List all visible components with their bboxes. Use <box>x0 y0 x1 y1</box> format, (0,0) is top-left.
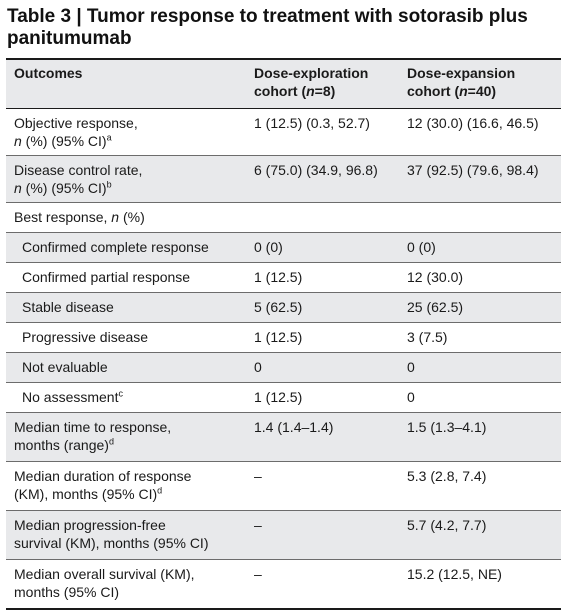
label-italic-n: n <box>14 133 22 149</box>
row-median-overall-survival: Median overall survival (KM), months (95… <box>6 560 561 610</box>
label-line2: months (range) <box>14 437 109 453</box>
label-line1: Median time to response, <box>14 419 172 435</box>
value-expansion: 12 (30.0) (16.6, 46.5) <box>407 115 539 131</box>
row-no-assessment: No assessmentc 1 (12.5) 0 <box>6 383 561 413</box>
value-exploration: 6 (75.0) (34.9, 96.8) <box>254 162 378 178</box>
header-exploration-n: n <box>306 83 315 99</box>
label-line2: months (95% CI) <box>14 584 120 600</box>
header-exploration-line1: Dose-exploration <box>254 65 369 81</box>
value-exploration: 1 (12.5) <box>254 329 303 345</box>
label-post: (%) <box>119 209 145 225</box>
header-exploration-pre: cohort ( <box>254 83 307 99</box>
label-italic-n: n <box>111 209 120 225</box>
row-stable-disease: Stable disease 5 (62.5) 25 (62.5) <box>6 292 561 323</box>
row-objective-response: Objective response, n (%) (95% CI)a 1 (1… <box>6 109 561 156</box>
value-expansion: 0 (0) <box>407 239 436 255</box>
label-not-evaluable: Not evaluable <box>22 359 108 375</box>
label-line1: Disease control rate, <box>14 162 143 178</box>
label-median-pfs: Median progression-free survival (KM), m… <box>6 511 246 560</box>
results-table: Outcomes Dose-exploration cohort (n=8) D… <box>6 58 561 610</box>
label-line2: (KM), months (95% CI) <box>14 486 158 502</box>
value-expansion: 0 <box>407 389 415 405</box>
value-exploration: 1.4 (1.4–1.4) <box>254 419 334 435</box>
value-expansion: 15.2 (12.5, NE) <box>407 566 502 582</box>
header-expansion-post: =40) <box>467 83 497 99</box>
label-line1: Objective response, <box>14 115 138 131</box>
row-disease-control-rate: Disease control rate, n (%) (95% CI)b 6 … <box>6 155 561 203</box>
value-expansion: 3 (7.5) <box>407 329 448 345</box>
header-exploration-post: =8) <box>314 83 336 99</box>
header-row: Outcomes Dose-exploration cohort (n=8) D… <box>6 59 561 109</box>
value-exploration: 1 (12.5) <box>254 269 303 285</box>
label-line1: Median duration of response <box>14 468 192 484</box>
label-line2: (%) (95% CI) <box>21 180 107 196</box>
header-expansion-pre: cohort ( <box>407 83 460 99</box>
value-exploration: – <box>254 468 262 484</box>
label-median-duration-of-response: Median duration of response (KM), months… <box>6 462 246 511</box>
footnote-marker: a <box>106 132 112 143</box>
row-best-response: Best response, n (%) <box>6 203 561 233</box>
footnote-marker: d <box>157 485 163 496</box>
label-stable-disease: Stable disease <box>22 299 114 315</box>
label-pre: Best response, <box>14 209 112 225</box>
value-exploration: 1 (12.5) <box>254 389 303 405</box>
value-expansion: 12 (30.0) <box>407 269 464 285</box>
row-not-evaluable: Not evaluable 0 0 <box>6 352 561 383</box>
value-expansion: 1.5 (1.3–4.1) <box>407 419 487 435</box>
row-median-duration-of-response: Median duration of response (KM), months… <box>6 462 561 511</box>
label-text: No assessment <box>22 389 119 405</box>
label-objective-response: Objective response, n (%) (95% CI)a <box>6 109 246 156</box>
value-exploration: 0 <box>254 359 262 375</box>
value-expansion: 0 <box>407 359 415 375</box>
header-expansion-n: n <box>459 83 468 99</box>
value-expansion: 5.3 (2.8, 7.4) <box>407 468 487 484</box>
label-best-response: Best response, n (%) <box>6 203 246 233</box>
label-disease-control-rate: Disease control rate, n (%) (95% CI)b <box>6 156 246 203</box>
header-dose-expansion: Dose-expansion cohort (n=40) <box>399 59 561 109</box>
value-exploration: – <box>254 517 262 533</box>
label-line2: (%) (95% CI) <box>21 133 107 149</box>
footnote-marker: d <box>108 436 114 447</box>
value-expansion: 5.7 (4.2, 7.7) <box>407 517 487 533</box>
value-exploration: 0 (0) <box>254 239 283 255</box>
header-expansion-line1: Dose-expansion <box>407 65 516 81</box>
label-line1: Median progression-free <box>14 517 166 533</box>
value-exploration: 1 (12.5) (0.3, 52.7) <box>254 115 370 131</box>
label-italic-n: n <box>14 180 22 196</box>
label-median-overall-survival: Median overall survival (KM), months (95… <box>6 560 246 610</box>
row-confirmed-complete-response: Confirmed complete response 0 (0) 0 (0) <box>6 232 561 263</box>
table-title: Table 3 | Tumor response to treatment wi… <box>7 6 528 49</box>
label-progressive-disease: Progressive disease <box>22 329 149 345</box>
label-confirmed-complete-response: Confirmed complete response <box>22 239 209 255</box>
value-exploration: – <box>254 566 262 582</box>
label-confirmed-partial-response: Confirmed partial response <box>22 269 191 285</box>
label-no-assessment: No assessmentc <box>6 383 246 413</box>
header-dose-exploration: Dose-exploration cohort (n=8) <box>246 59 399 109</box>
value-expansion: 37 (92.5) (79.6, 98.4) <box>407 162 539 178</box>
footnote-marker: c <box>118 388 123 399</box>
row-median-pfs: Median progression-free survival (KM), m… <box>6 510 561 560</box>
footnote-marker: b <box>106 179 112 190</box>
label-line1: Median overall survival (KM), <box>14 566 195 582</box>
row-median-time-to-response: Median time to response, months (range)d… <box>6 412 561 462</box>
row-progressive-disease: Progressive disease 1 (12.5) 3 (7.5) <box>6 323 561 353</box>
header-outcomes: Outcomes <box>14 65 83 81</box>
label-line2: survival (KM), months (95% CI) <box>14 535 209 551</box>
label-median-time-to-response: Median time to response, months (range)d <box>6 413 246 462</box>
value-expansion: 25 (62.5) <box>407 299 464 315</box>
row-confirmed-partial-response: Confirmed partial response 1 (12.5) 12 (… <box>6 263 561 293</box>
value-exploration: 5 (62.5) <box>254 299 303 315</box>
